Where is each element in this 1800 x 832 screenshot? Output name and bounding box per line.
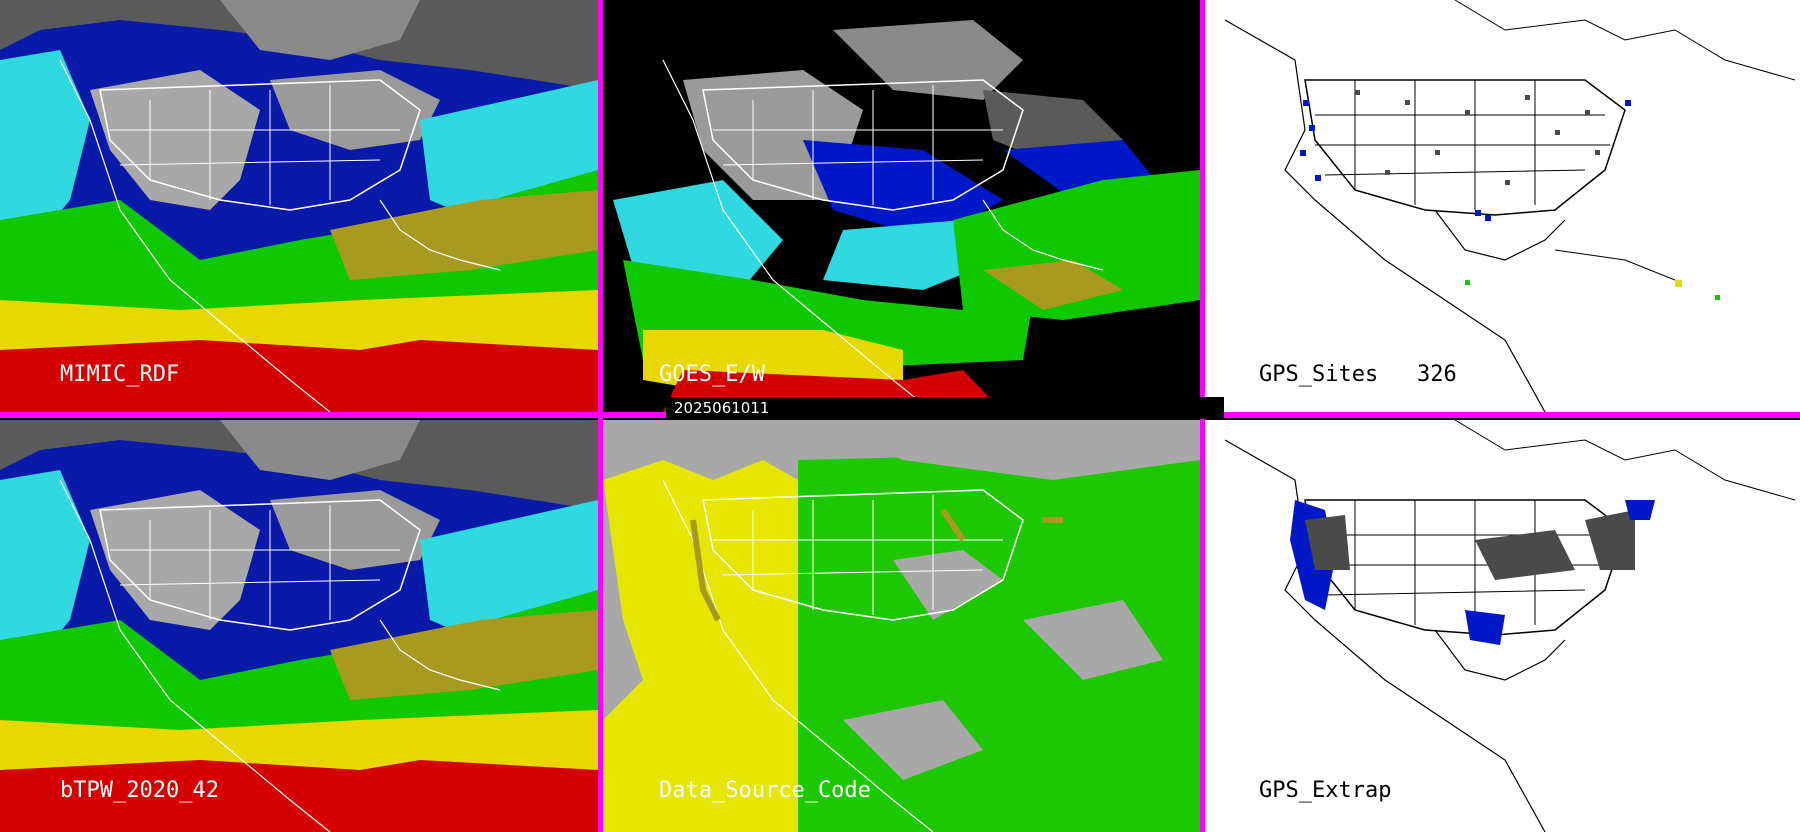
goes-ew-panel: GOES_E/W <box>603 0 1200 412</box>
goes-ew-map <box>603 0 1200 412</box>
gps-extrap-label: GPS_Extrap <box>1259 778 1392 803</box>
gps-extrap-panel: GPS_Extrap <box>1205 420 1800 832</box>
btpw-map <box>0 420 598 832</box>
gps-sites-label: GPS_Sites <box>1259 362 1379 387</box>
btpw-panel: bTPW_2020_42 <box>0 420 598 832</box>
data-source-map <box>603 420 1200 832</box>
mimic-rdf-panel: MIMIC_RDF <box>0 0 598 412</box>
btpw-label: bTPW_2020_42 <box>60 778 219 803</box>
goes-ew-label: GOES_E/W <box>659 362 765 387</box>
mimic-rdf-map <box>0 0 598 412</box>
data-source-label: Data_Source_Code <box>659 778 871 803</box>
timestamp-bar: 2025061011 <box>666 397 1224 419</box>
gps-sites-count: 326 <box>1417 362 1457 387</box>
gps-extrap-map <box>1205 420 1800 832</box>
gps-sites-map <box>1205 0 1800 412</box>
data-source-panel: Data_Source_Code <box>603 420 1200 832</box>
gps-sites-panel: GPS_Sites 326 <box>1205 0 1800 412</box>
mimic-rdf-label: MIMIC_RDF <box>60 362 180 387</box>
